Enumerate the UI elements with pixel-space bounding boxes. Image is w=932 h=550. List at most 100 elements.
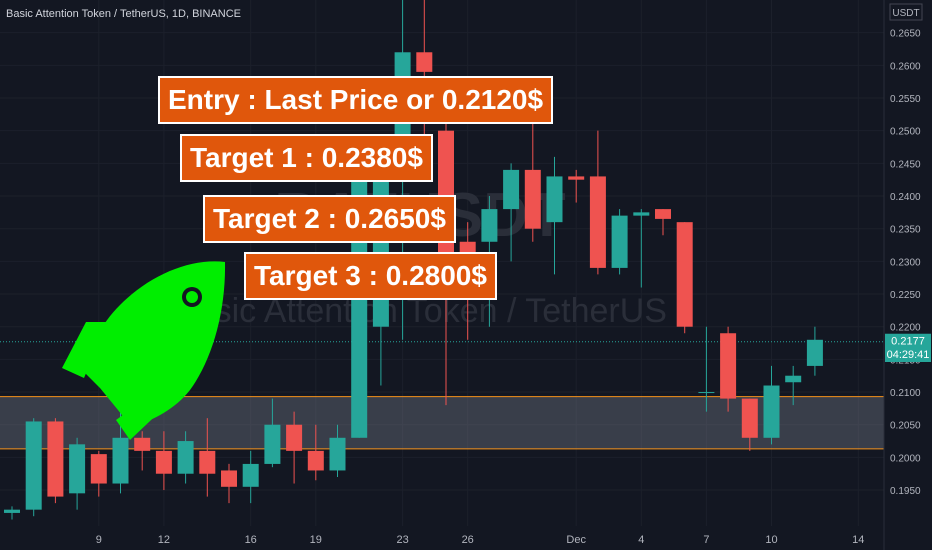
- candle: [633, 209, 650, 288]
- candle: [47, 418, 64, 504]
- candle-body: [4, 509, 20, 513]
- price-tick-label: 0.2300: [890, 257, 921, 268]
- candle: [286, 411, 303, 484]
- rocket-fin-right: [116, 382, 168, 440]
- rocket-window-fill: [186, 291, 198, 303]
- price-tick-label: 0.1950: [890, 486, 921, 497]
- candle-body: [329, 437, 346, 471]
- time-axis: 9 12 16 19 23 26 Dec 4 7 10 14: [96, 534, 865, 546]
- symbol-header[interactable]: Basic Attention Token / TetherUS, 1D, BI…: [6, 8, 241, 20]
- price-tick-label: 0.2000: [890, 453, 921, 464]
- candle: [589, 130, 606, 275]
- target2-callout: Target 2 : 0.2650$: [203, 195, 456, 243]
- price-tick-label: 0.2650: [890, 29, 921, 40]
- candle-body: [264, 424, 281, 464]
- candle: [568, 169, 585, 203]
- candle: [655, 209, 671, 236]
- candle-body: [481, 209, 498, 242]
- time-tick-label: 26: [462, 534, 474, 546]
- candle-body: [25, 421, 42, 510]
- candle-body: [155, 450, 172, 474]
- candle: [676, 222, 693, 334]
- price-ticks: 0.19500.20000.20500.21000.21500.22000.22…: [890, 29, 921, 497]
- candle-body: [633, 212, 650, 216]
- price-tick-label: 0.2550: [890, 94, 921, 105]
- candle-body: [568, 176, 585, 180]
- countdown-badge: [885, 347, 931, 362]
- candle-body: [199, 450, 216, 474]
- rocket-icon: [62, 261, 226, 440]
- candle-body: [806, 339, 823, 366]
- candle: [503, 163, 520, 262]
- price-axis-bg: [884, 0, 932, 550]
- candle: [806, 326, 823, 376]
- candle-body: [307, 450, 324, 471]
- currency-badge: [889, 3, 923, 21]
- price-tick-label: 0.2050: [890, 421, 921, 432]
- candle: [155, 431, 172, 491]
- candle: [177, 431, 194, 484]
- candle: [242, 450, 259, 504]
- candle-body: [134, 437, 151, 451]
- candle-body: [242, 463, 259, 487]
- candle-body: [416, 52, 433, 72]
- candle-body: [524, 169, 541, 229]
- candle-body: [785, 375, 802, 383]
- target1-callout: Target 1 : 0.2380$: [180, 134, 433, 182]
- candle-body: [763, 385, 780, 438]
- candle-body: [177, 441, 194, 474]
- candle: [264, 398, 281, 468]
- price-tick-label: 0.2400: [890, 192, 921, 203]
- time-tick-label: 19: [310, 534, 322, 546]
- candle-body: [698, 392, 715, 394]
- candle-body: [90, 454, 107, 484]
- candle: [329, 424, 346, 477]
- candle: [698, 326, 715, 412]
- time-tick-label: Dec: [566, 534, 586, 546]
- price-tick-label: 0.2200: [890, 323, 921, 334]
- price-tick-label: 0.2500: [890, 127, 921, 138]
- price-tick-label: 0.2450: [890, 159, 921, 170]
- candle: [25, 418, 42, 517]
- candle: [720, 326, 737, 412]
- time-tick-label: 12: [158, 534, 170, 546]
- candle-body: [47, 421, 64, 497]
- candle: [785, 365, 802, 406]
- candle-body: [112, 437, 129, 484]
- candle-body: [546, 176, 563, 223]
- entry-callout: Entry : Last Price or 0.2120$: [158, 76, 554, 124]
- candle: [90, 450, 107, 497]
- currency-label: USDT: [892, 8, 919, 19]
- price-tick-label: 0.2100: [890, 388, 921, 399]
- candle: [221, 463, 237, 504]
- price-tick-label: 0.2350: [890, 225, 921, 236]
- candle: [134, 431, 151, 471]
- time-tick-label: 10: [765, 534, 777, 546]
- candle-body: [676, 222, 693, 327]
- rocket-fin-left: [62, 322, 108, 378]
- price-tick-label: 0.2250: [890, 290, 921, 301]
- candle-body: [611, 215, 628, 268]
- time-tick-label: 23: [396, 534, 408, 546]
- candle-body: [221, 470, 237, 487]
- time-tick-label: 7: [703, 534, 709, 546]
- price-axis[interactable]: USDT 0.19500.20000.20500.21000.21500.220…: [883, 0, 932, 550]
- candle: [4, 506, 20, 520]
- candle-body: [503, 169, 520, 210]
- candle-body: [69, 444, 86, 494]
- candle-body: [720, 333, 737, 399]
- last-price-label: 0.2177: [891, 336, 925, 348]
- target3-callout: Target 3 : 0.2800$: [244, 252, 497, 300]
- candle-body: [741, 398, 758, 438]
- time-tick-label: 9: [96, 534, 102, 546]
- candle-body: [286, 424, 303, 451]
- candle: [69, 437, 86, 510]
- time-tick-label: 4: [638, 534, 644, 546]
- last-price-badge: [885, 333, 931, 349]
- candle: [199, 418, 216, 497]
- candle: [611, 209, 628, 275]
- time-tick-label: 14: [852, 534, 864, 546]
- candle: [546, 156, 563, 275]
- candle: [307, 424, 324, 481]
- price-tick-label: 0.2600: [890, 61, 921, 72]
